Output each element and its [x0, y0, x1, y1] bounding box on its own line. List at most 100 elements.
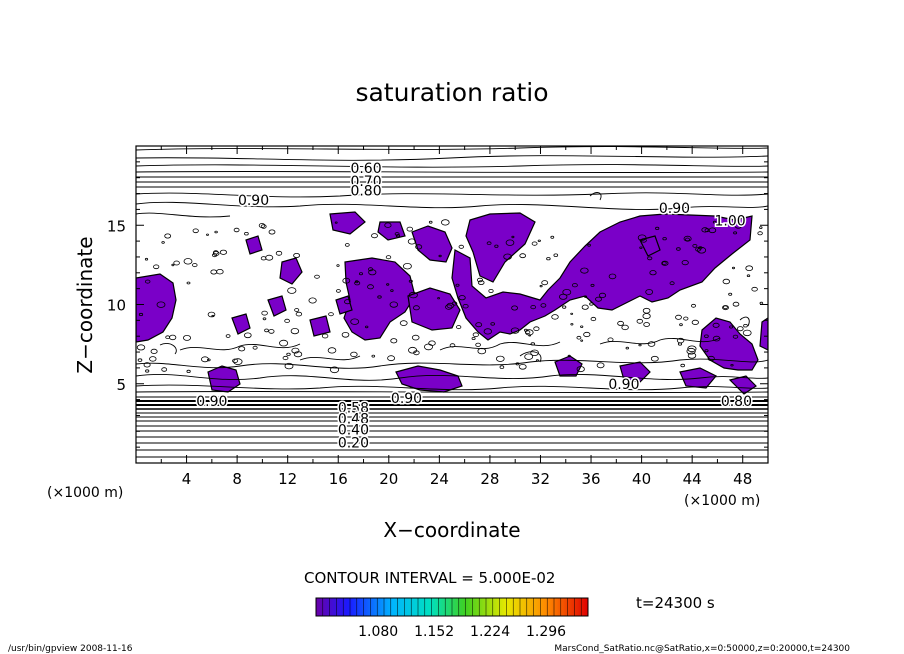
- contour-label: 0.58: [338, 401, 369, 417]
- speckle: [570, 323, 574, 326]
- speckle: [691, 303, 697, 308]
- speckle: [639, 246, 643, 249]
- speckle: [386, 283, 390, 286]
- speckle: [475, 342, 481, 347]
- speckle: [515, 362, 520, 366]
- x-tick-label: 12: [278, 470, 297, 488]
- speckle: [412, 305, 420, 311]
- speckle: [290, 327, 300, 335]
- speckle: [505, 239, 515, 246]
- speckle: [530, 349, 539, 356]
- speckle: [596, 362, 605, 369]
- speckle: [607, 337, 614, 342]
- speckle: [661, 261, 667, 265]
- speckle: [477, 347, 487, 355]
- speckle: [446, 302, 455, 309]
- speckle: [732, 334, 739, 339]
- speckle: [402, 263, 412, 270]
- contour-label: 0.40: [338, 423, 369, 439]
- speckle: [580, 339, 584, 342]
- speckle: [367, 284, 374, 290]
- speckle: [186, 281, 191, 285]
- speckle: [734, 223, 743, 229]
- speckle: [675, 314, 682, 320]
- speckle: [238, 346, 246, 352]
- speckle: [701, 227, 709, 233]
- speckle: [445, 304, 453, 310]
- speckle: [598, 292, 607, 298]
- speckle: [415, 244, 423, 250]
- speckle: [314, 274, 320, 279]
- speckle: [275, 250, 283, 256]
- speckle: [722, 305, 729, 311]
- speckle: [519, 253, 526, 259]
- speckle: [291, 347, 300, 354]
- speckle: [458, 244, 464, 249]
- speckle: [321, 333, 329, 339]
- speckle: [212, 253, 218, 258]
- speckle: [528, 334, 532, 337]
- speckle: [533, 326, 540, 332]
- speckle: [137, 358, 143, 362]
- speckle: [742, 329, 752, 337]
- speckle: [476, 277, 483, 283]
- speckle: [736, 326, 744, 332]
- contour-label: 0.90: [391, 391, 422, 407]
- speckle: [643, 322, 650, 327]
- speckle: [341, 331, 350, 338]
- speckle: [580, 267, 589, 274]
- speckle: [645, 289, 654, 295]
- speckle: [584, 295, 588, 298]
- speckle: [683, 235, 692, 242]
- x-tick-label: 20: [379, 470, 398, 488]
- speckle: [138, 312, 144, 317]
- speckle: [580, 325, 584, 328]
- speckle: [559, 293, 568, 300]
- speckle: [655, 226, 660, 230]
- speckle: [161, 241, 165, 244]
- speckle: [458, 295, 466, 301]
- speckle: [214, 230, 218, 234]
- speckle: [570, 312, 574, 315]
- speckle: [342, 277, 351, 284]
- speckle: [708, 227, 717, 234]
- footer-right: MarsCond_SatRatio.nc@SatRatio,x=0:50000,…: [554, 644, 850, 654]
- speckle: [261, 310, 268, 316]
- speckle: [406, 226, 413, 232]
- speckle: [546, 257, 551, 261]
- speckle: [587, 243, 591, 247]
- speckle: [440, 219, 450, 226]
- speckle: [530, 342, 535, 346]
- footer-left: /usr/bin/gpview 2008-11-16: [8, 644, 133, 654]
- speckle: [164, 233, 172, 239]
- contour-label: 0.90: [238, 193, 269, 209]
- x-tick-label: 4: [182, 470, 192, 488]
- speckle: [647, 341, 656, 347]
- speckle: [284, 318, 290, 323]
- speckle: [712, 322, 720, 328]
- speckle: [486, 241, 492, 246]
- speckle: [704, 334, 709, 338]
- speckle: [729, 325, 734, 329]
- speckle: [471, 336, 476, 340]
- speckle: [282, 355, 289, 361]
- speckle: [681, 259, 689, 266]
- speckle: [712, 335, 721, 342]
- speckle: [732, 301, 740, 307]
- speckle: [494, 244, 499, 248]
- speckle: [395, 234, 401, 238]
- supersaturated-regions: [136, 211, 768, 395]
- contour-lines: [136, 146, 768, 458]
- speckle: [284, 362, 294, 370]
- speckle: [182, 334, 191, 341]
- speckle: [589, 302, 594, 306]
- speckle: [365, 325, 369, 329]
- speckle: [295, 311, 303, 317]
- speckle: [244, 231, 249, 236]
- speckle: [293, 351, 303, 358]
- x-axis-label: X−coordinate: [383, 518, 520, 542]
- speckle: [371, 354, 376, 358]
- speckle: [495, 355, 505, 362]
- speckle: [192, 228, 199, 234]
